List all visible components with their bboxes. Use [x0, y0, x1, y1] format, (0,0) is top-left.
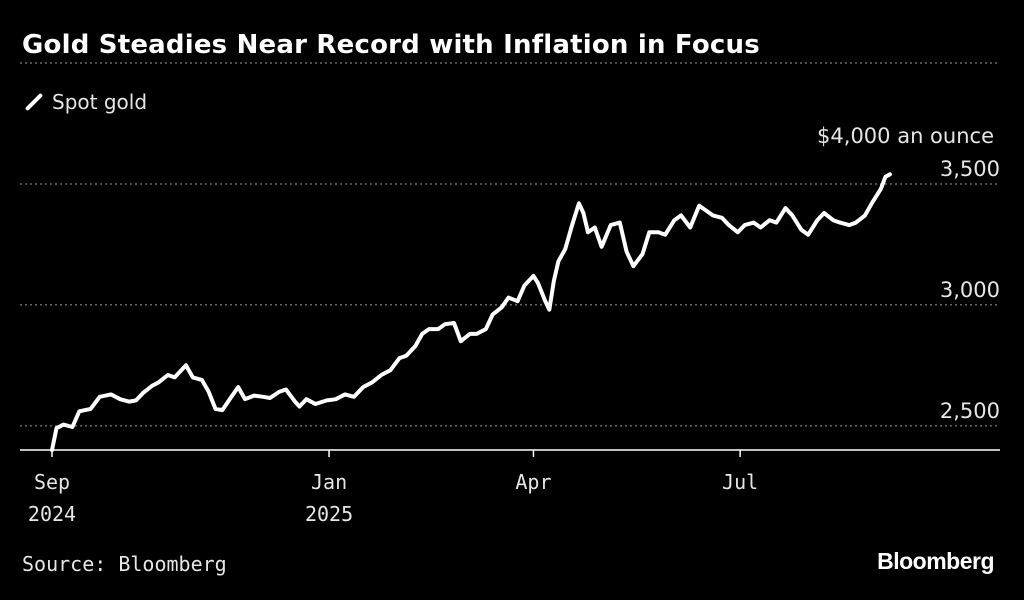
chart-title: Gold Steadies Near Record with Inflation… — [22, 30, 760, 60]
y-tick-label-3000: 3,000 — [940, 278, 1000, 302]
legend: Spot gold — [24, 88, 147, 116]
x-tick-label-jan: Jan — [311, 470, 347, 494]
bloomberg-logo: Bloomberg — [877, 548, 994, 574]
y-tick-label-2500: 2,500 — [940, 399, 1000, 423]
y-tick-label-3500: 3,500 — [940, 157, 1000, 181]
x-tick-label-apr: Apr — [515, 470, 551, 494]
x-tick-sublabel-2025: 2025 — [305, 502, 353, 526]
x-tick-label-sep: Sep — [34, 470, 70, 494]
legend-label-spot-gold: Spot gold — [52, 90, 148, 114]
y-axis-unit-label: $4,000 an ounce — [817, 124, 994, 148]
series-line-spot-gold — [50, 172, 892, 452]
x-tick-sublabel-2024: 2024 — [28, 502, 76, 526]
x-tick-label-jul: Jul — [722, 470, 758, 494]
source-note: Source: Bloomberg — [22, 552, 227, 576]
